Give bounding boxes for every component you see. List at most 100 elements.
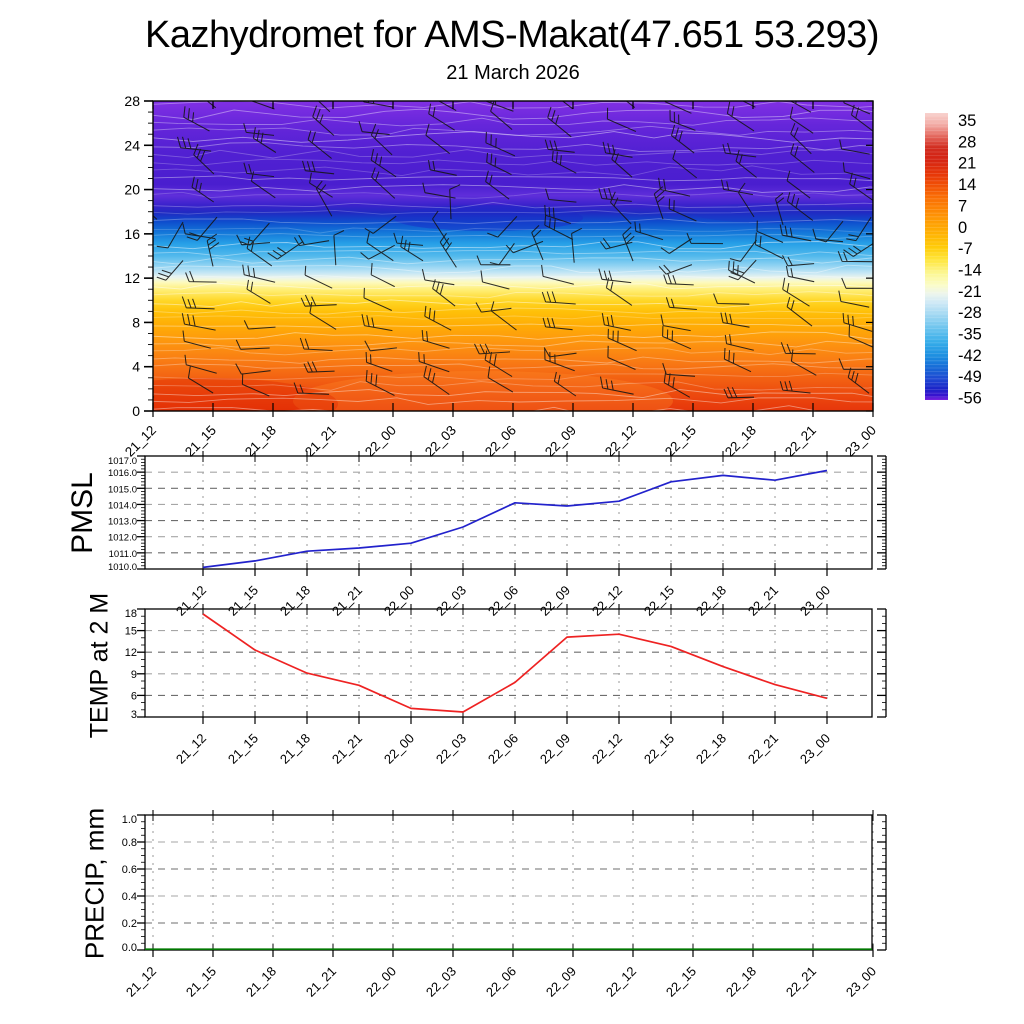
y-tick-label: 0.6	[122, 864, 137, 876]
wind-barb	[474, 343, 511, 355]
wind-barb	[400, 235, 424, 262]
x-tick-label: 21_18	[277, 731, 313, 767]
wind-barb	[480, 270, 510, 290]
wind-barb	[728, 259, 757, 281]
x-tick-label: 21_15	[225, 731, 261, 767]
contour-line	[153, 149, 873, 159]
x-tick-label: 22_09	[542, 423, 579, 460]
y-tick-label: 1017.0	[108, 456, 137, 467]
x-tick-label: 22_21	[782, 423, 819, 460]
x-tick-label: 22_09	[543, 964, 579, 1000]
wind-barb	[362, 101, 394, 108]
x-tick-label: 22_12	[603, 964, 639, 1000]
wind-barb	[756, 220, 784, 243]
wind-barb	[607, 328, 637, 352]
wind-barb	[243, 320, 276, 330]
wind-barb	[449, 184, 461, 220]
wind-barb	[780, 342, 816, 355]
wind-barb	[658, 177, 691, 197]
wind-barb	[850, 104, 873, 132]
wind-barb	[235, 363, 271, 375]
wind-barb	[622, 226, 635, 262]
wind-barb	[842, 162, 871, 180]
wind-barb	[786, 192, 814, 221]
colorbar-label: -56	[958, 390, 982, 408]
colorbar-label: 28	[958, 133, 976, 151]
wind-barb	[541, 291, 576, 305]
wind-barb	[475, 302, 512, 313]
wind-barb	[660, 238, 693, 254]
wind-barb	[364, 215, 397, 234]
wind-barb	[723, 386, 755, 399]
wind-barb	[839, 139, 870, 155]
wind-barb	[531, 225, 544, 261]
x-tick-label: 22_18	[693, 731, 729, 767]
wind-barb	[599, 237, 633, 250]
wind-barb	[846, 216, 872, 242]
wind-barb	[634, 221, 664, 241]
colorbar: 35 28 21 14 7 0 -7 -14 -21 -28 -35 -42 -49 -56	[925, 112, 982, 408]
colorbar-label: 35	[958, 112, 976, 130]
wind-barb	[782, 277, 810, 307]
colorbar-label: -7	[958, 240, 973, 258]
y-tick-label: 4	[132, 359, 140, 375]
wind-barb	[571, 227, 583, 263]
precip-panel: 0.0 0.2 0.4 0.6 0.8 1.0 21_12 21_15 21_18 21_21 22…	[122, 810, 887, 1000]
contour-line	[153, 142, 873, 152]
wind-barb	[437, 101, 457, 112]
wind-barb	[837, 251, 873, 263]
wind-barb	[653, 186, 665, 220]
x-tick-label: 21_18	[243, 964, 279, 1000]
wind-barb	[490, 301, 517, 331]
y-tick-label: 3	[131, 709, 137, 721]
wind-barb	[729, 239, 757, 262]
contour-line	[153, 184, 873, 193]
x-tick-label: 21_21	[303, 964, 339, 1000]
colorbar-label: -35	[958, 326, 982, 344]
wind-barb	[670, 124, 695, 154]
cross-section-field	[153, 101, 873, 411]
wind-barb	[782, 255, 815, 267]
wind-barb	[720, 312, 750, 328]
wind-barb	[724, 334, 754, 351]
wind-barb	[547, 106, 572, 138]
x-tick-label: 21_15	[225, 583, 261, 619]
plot-frame	[144, 814, 873, 951]
wind-barb	[363, 287, 393, 311]
x-tick-label: 22_15	[662, 423, 699, 460]
wind-barb	[241, 373, 270, 397]
y-tick-label: 18	[125, 608, 137, 620]
contour-line	[153, 331, 873, 340]
wind-barb	[665, 297, 697, 311]
wind-barb	[182, 330, 211, 349]
wind-barb	[663, 371, 691, 398]
x-tick-label: 22_09	[537, 731, 573, 767]
y-tick-label: 0.2	[122, 918, 137, 930]
contour-line	[153, 125, 873, 136]
cold-blob	[693, 203, 853, 223]
y-tick-label: 1.0	[122, 814, 137, 826]
wind-barb	[848, 324, 873, 348]
x-tick-label: 21_12	[123, 964, 159, 1000]
wind-barb	[439, 232, 457, 268]
contour-line	[153, 117, 873, 127]
wind-barb	[741, 101, 756, 108]
x-tick-label: 22_00	[362, 423, 399, 460]
wind-barb	[544, 204, 571, 224]
wind-barb	[847, 367, 870, 394]
wind-barb	[236, 234, 271, 246]
y-tick-label: 12	[124, 270, 140, 286]
wind-barb	[664, 101, 692, 114]
wind-barb	[601, 313, 632, 331]
wind-barb	[669, 109, 696, 131]
wind-barb	[658, 264, 693, 275]
wind-barb	[723, 347, 752, 373]
wind-barb	[779, 380, 811, 394]
wind-barb	[660, 314, 691, 332]
wind-barb	[421, 330, 450, 349]
wind-barb	[849, 172, 873, 202]
x-tick-label: 22_21	[783, 964, 819, 1000]
